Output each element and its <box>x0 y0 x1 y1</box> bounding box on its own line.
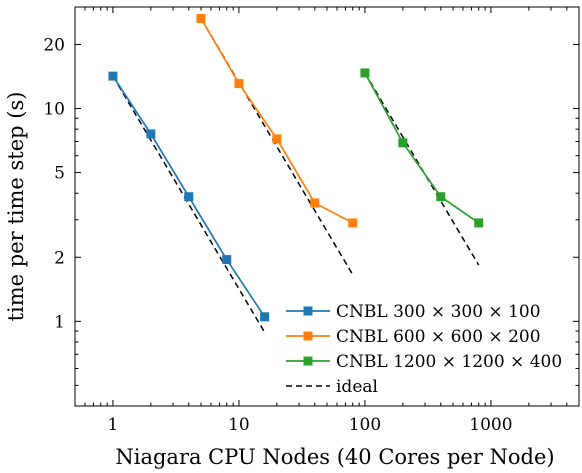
data-point-series-3 <box>360 68 370 78</box>
legend-swatch-marker <box>303 331 313 341</box>
axis-ticks <box>74 6 580 407</box>
data-point-series-2 <box>310 198 320 208</box>
data-point-series-1 <box>184 192 194 202</box>
data-point-series-1 <box>222 255 232 265</box>
x-axis-label: Niagara CPU Nodes (40 Cores per Node) <box>115 445 554 469</box>
x-tick-label: 100 <box>349 415 381 435</box>
data-point-series-3 <box>398 138 408 148</box>
data-point-series-2 <box>348 218 358 228</box>
legend-label: CNBL 300 × 300 × 100 <box>336 302 541 322</box>
legend: CNBL 300 × 300 × 100 CNBL 600 × 600 × 200… <box>286 302 562 397</box>
series-line-3 <box>364 72 480 224</box>
data-point-series-1 <box>260 312 270 322</box>
data-point-series-2 <box>234 79 244 89</box>
data-point-series-1 <box>146 129 156 139</box>
x-tick-label: 1 <box>108 415 119 435</box>
data-point-series-3 <box>474 218 484 228</box>
y-tick-label: 20 <box>43 35 65 55</box>
y-tick-label: 5 <box>54 164 65 184</box>
y-tick-label: 10 <box>43 100 65 120</box>
legend-label: CNBL 600 × 600 × 200 <box>336 327 541 347</box>
legend-swatch-marker <box>303 306 313 316</box>
y-axis-label: time per time step (s) <box>4 92 28 322</box>
data-point-series-2 <box>272 134 282 144</box>
ideal-lines <box>112 18 480 333</box>
legend-label: ideal <box>336 377 378 397</box>
data-point-series-3 <box>436 192 446 202</box>
series-lines <box>108 13 484 322</box>
legend-label: CNBL 1200 × 1200 × 400 <box>336 352 562 372</box>
series-line-2 <box>200 18 354 224</box>
x-tick-label: 10 <box>228 415 250 435</box>
legend-swatch-marker <box>303 356 313 366</box>
ideal-line <box>112 75 266 333</box>
data-point-series-2 <box>196 13 206 23</box>
y-tick-label: 2 <box>54 248 65 268</box>
tick-labels: 1 10 100 1000 1 2 5 10 20 <box>43 35 512 435</box>
y-tick-label: 1 <box>54 312 65 332</box>
x-tick-label: 1000 <box>469 415 512 435</box>
data-point-series-1 <box>108 71 118 81</box>
